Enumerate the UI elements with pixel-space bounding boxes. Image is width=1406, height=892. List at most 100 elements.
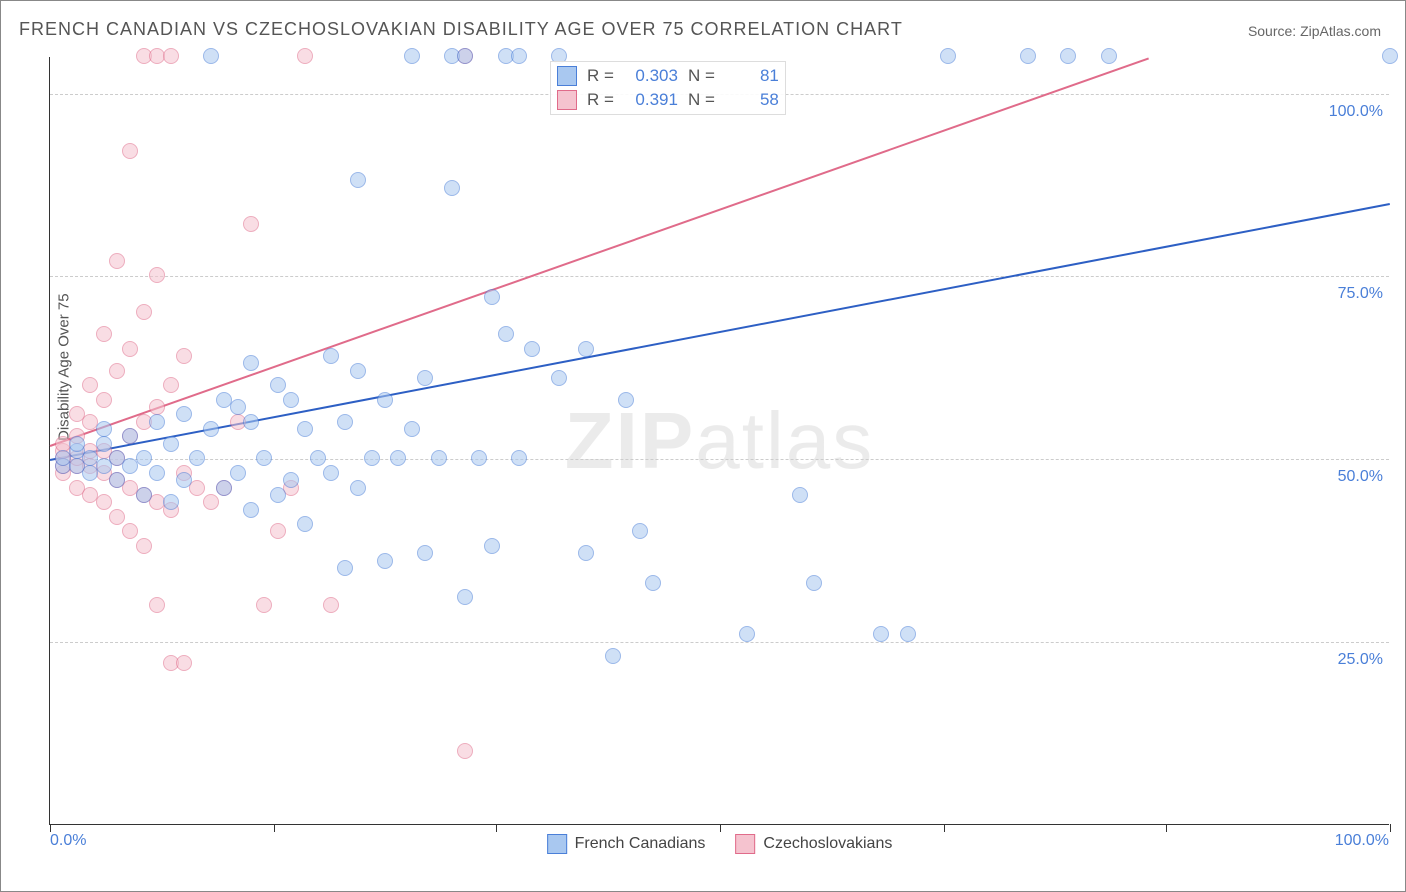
n-label: N = xyxy=(688,66,715,86)
x-tick xyxy=(1166,824,1167,832)
x-tick xyxy=(50,824,51,832)
scatter-point-blue xyxy=(337,560,353,576)
scatter-point-pink xyxy=(270,523,286,539)
legend-label-blue: French Canadians xyxy=(575,835,706,853)
scatter-point-pink xyxy=(109,363,125,379)
scatter-point-pink xyxy=(297,48,313,64)
scatter-point-blue xyxy=(337,414,353,430)
scatter-point-blue xyxy=(176,406,192,422)
scatter-point-blue xyxy=(230,399,246,415)
x-tick xyxy=(720,824,721,832)
scatter-point-blue xyxy=(645,575,661,591)
scatter-point-blue xyxy=(417,370,433,386)
stats-legend-box: R = 0.303 N = 81 R = 0.391 N = 58 xyxy=(550,61,786,115)
scatter-point-blue xyxy=(444,180,460,196)
n-value-pink: 58 xyxy=(725,90,779,110)
scatter-point-blue xyxy=(404,421,420,437)
scatter-point-blue xyxy=(216,480,232,496)
swatch-pink-icon xyxy=(557,90,577,110)
scatter-point-blue xyxy=(471,450,487,466)
scatter-point-blue xyxy=(136,487,152,503)
stats-row-pink: R = 0.391 N = 58 xyxy=(557,88,779,112)
scatter-point-blue xyxy=(310,450,326,466)
scatter-point-blue xyxy=(484,538,500,554)
scatter-point-blue xyxy=(243,355,259,371)
scatter-point-blue xyxy=(1101,48,1117,64)
scatter-point-pink xyxy=(82,377,98,393)
scatter-point-blue xyxy=(149,414,165,430)
scatter-point-pink xyxy=(96,326,112,342)
scatter-point-pink xyxy=(96,494,112,510)
plot-area: Disability Age Over 75 ZIPatlas 25.0%50.… xyxy=(49,57,1389,825)
scatter-point-blue xyxy=(806,575,822,591)
scatter-point-blue xyxy=(297,516,313,532)
scatter-point-pink xyxy=(176,348,192,364)
scatter-point-blue xyxy=(377,553,393,569)
scatter-point-blue xyxy=(1382,48,1398,64)
legend-item-blue: French Canadians xyxy=(547,834,706,854)
scatter-point-blue xyxy=(618,392,634,408)
legend-swatch-pink-icon xyxy=(735,834,755,854)
scatter-point-blue xyxy=(511,450,527,466)
trend-line-pink xyxy=(50,57,1149,447)
scatter-point-pink xyxy=(457,743,473,759)
scatter-point-blue xyxy=(578,545,594,561)
scatter-point-blue xyxy=(189,450,205,466)
scatter-point-blue xyxy=(511,48,527,64)
scatter-point-blue xyxy=(270,487,286,503)
scatter-point-pink xyxy=(203,494,219,510)
scatter-point-blue xyxy=(323,348,339,364)
legend-swatch-blue-icon xyxy=(547,834,567,854)
scatter-point-pink xyxy=(136,304,152,320)
scatter-point-blue xyxy=(96,436,112,452)
x-tick xyxy=(496,824,497,832)
scatter-point-blue xyxy=(256,450,272,466)
x-tick xyxy=(274,824,275,832)
scatter-point-blue xyxy=(283,392,299,408)
scatter-point-pink xyxy=(109,509,125,525)
scatter-point-pink xyxy=(96,392,112,408)
scatter-point-blue xyxy=(792,487,808,503)
scatter-point-blue xyxy=(297,421,313,437)
scatter-point-blue xyxy=(457,48,473,64)
scatter-point-blue xyxy=(484,289,500,305)
scatter-point-blue xyxy=(431,450,447,466)
swatch-blue-icon xyxy=(557,66,577,86)
scatter-point-blue xyxy=(109,472,125,488)
scatter-point-pink xyxy=(176,655,192,671)
chart-title: FRENCH CANADIAN VS CZECHOSLOVAKIAN DISAB… xyxy=(19,19,903,40)
r-label: R = xyxy=(587,66,614,86)
scatter-point-blue xyxy=(605,648,621,664)
watermark-rest: atlas xyxy=(695,396,874,485)
bottom-legend: French Canadians Czechoslovakians xyxy=(547,834,893,854)
scatter-point-pink xyxy=(149,399,165,415)
scatter-point-blue xyxy=(270,377,286,393)
scatter-point-blue xyxy=(390,450,406,466)
r-value-blue: 0.303 xyxy=(624,66,678,86)
scatter-point-blue xyxy=(417,545,433,561)
scatter-point-pink xyxy=(149,267,165,283)
scatter-point-blue xyxy=(1020,48,1036,64)
r-label: R = xyxy=(587,90,614,110)
scatter-point-pink xyxy=(163,48,179,64)
scatter-point-blue xyxy=(1060,48,1076,64)
scatter-point-blue xyxy=(457,589,473,605)
gridline xyxy=(50,642,1389,643)
scatter-point-blue xyxy=(136,450,152,466)
n-label: N = xyxy=(688,90,715,110)
scatter-point-pink xyxy=(122,143,138,159)
scatter-point-pink xyxy=(163,377,179,393)
x-tick xyxy=(1390,824,1391,832)
scatter-point-blue xyxy=(404,48,420,64)
source-label: Source: ZipAtlas.com xyxy=(1248,23,1381,39)
x-tick xyxy=(944,824,945,832)
scatter-point-blue xyxy=(350,480,366,496)
scatter-point-blue xyxy=(96,421,112,437)
scatter-point-blue xyxy=(283,472,299,488)
scatter-point-blue xyxy=(69,436,85,452)
watermark: ZIPatlas xyxy=(565,395,874,487)
scatter-point-blue xyxy=(551,370,567,386)
scatter-point-blue xyxy=(163,494,179,510)
legend-label-pink: Czechoslovakians xyxy=(763,835,892,853)
y-grid-label: 50.0% xyxy=(1338,468,1383,486)
